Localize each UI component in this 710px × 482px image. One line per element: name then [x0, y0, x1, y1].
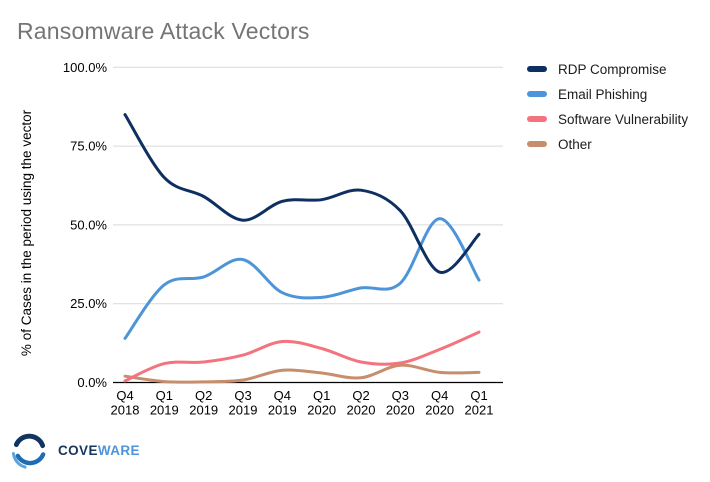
- legend-item-rdp-compromise: RDP Compromise: [527, 61, 688, 77]
- coveware-logo: COVEWARE: [10, 431, 140, 470]
- y-tick-label: 75.0%: [70, 139, 107, 154]
- x-tick-label-quarter: Q3: [392, 388, 409, 403]
- x-tick-label-year: 2018: [111, 403, 140, 418]
- y-tick-label: 0.0%: [77, 375, 107, 390]
- logo-text-ware: WARE: [97, 443, 140, 458]
- gridlines: [113, 66, 503, 384]
- legend-swatch-rdp-compromise: [527, 66, 547, 72]
- x-tick-label-year: 2019: [268, 403, 297, 418]
- x-tick-label-quarter: Q3: [234, 388, 251, 403]
- x-tick-label-quarter: Q1: [313, 388, 330, 403]
- page-title: Ransomware Attack Vectors: [17, 18, 310, 44]
- legend: RDP Compromise Email Phishing Software V…: [527, 62, 688, 162]
- y-tick-label: 100.0%: [63, 60, 108, 75]
- y-axis-tick-labels: 0.0% 25.0% 50.0% 75.0% 100.0%: [63, 60, 108, 390]
- legend-item-email-phishing: Email Phishing: [527, 86, 688, 102]
- x-axis-tick-labels: Q42018Q12019Q22019Q32019Q42019Q12020Q220…: [111, 388, 494, 418]
- x-tick-label-quarter: Q1: [470, 388, 487, 403]
- x-tick-label-year: 2019: [189, 403, 218, 418]
- legend-item-software-vulnerability: Software Vulnerability: [527, 111, 689, 127]
- x-tick-label-quarter: Q4: [116, 388, 133, 403]
- legend-label: Other: [558, 136, 592, 152]
- x-tick-label-year: 2020: [347, 403, 376, 418]
- x-tick-label-year: 2020: [307, 403, 336, 418]
- series-lines: [123, 113, 481, 384]
- x-tick-label-year: 2021: [465, 403, 494, 418]
- y-axis-title: % of Cases in the period using the vecto…: [19, 109, 34, 356]
- coveware-swirl-icon: [11, 433, 46, 469]
- series-line-software-vulnerability: [123, 330, 481, 383]
- x-tick-label-quarter: Q1: [156, 388, 173, 403]
- x-tick-label-year: 2019: [150, 403, 179, 418]
- series-line-email-phishing: [123, 217, 481, 340]
- y-tick-label: 25.0%: [70, 296, 107, 311]
- legend-label: Software Vulnerability: [558, 111, 689, 127]
- legend-swatch-software-vulnerability: [527, 116, 547, 122]
- legend-label: RDP Compromise: [558, 61, 667, 77]
- x-tick-label-year: 2020: [425, 403, 454, 418]
- legend-swatch-other: [527, 141, 547, 147]
- x-tick-label-quarter: Q2: [352, 388, 369, 403]
- legend-item-other: Other: [527, 136, 688, 152]
- x-tick-label-quarter: Q4: [274, 388, 291, 403]
- coveware-wordmark: COVEWARE: [58, 443, 140, 458]
- y-tick-label: 50.0%: [70, 217, 107, 232]
- x-tick-label-quarter: Q4: [431, 388, 448, 403]
- logo-text-cove: COVE: [58, 443, 98, 458]
- x-tick-label-quarter: Q2: [195, 388, 212, 403]
- series-line-rdp-compromise: [123, 113, 481, 274]
- series-line-other: [123, 363, 481, 384]
- legend-swatch-email-phishing: [527, 91, 547, 97]
- x-tick-label-year: 2019: [229, 403, 258, 418]
- legend-label: Email Phishing: [558, 86, 648, 102]
- x-tick-label-year: 2020: [386, 403, 415, 418]
